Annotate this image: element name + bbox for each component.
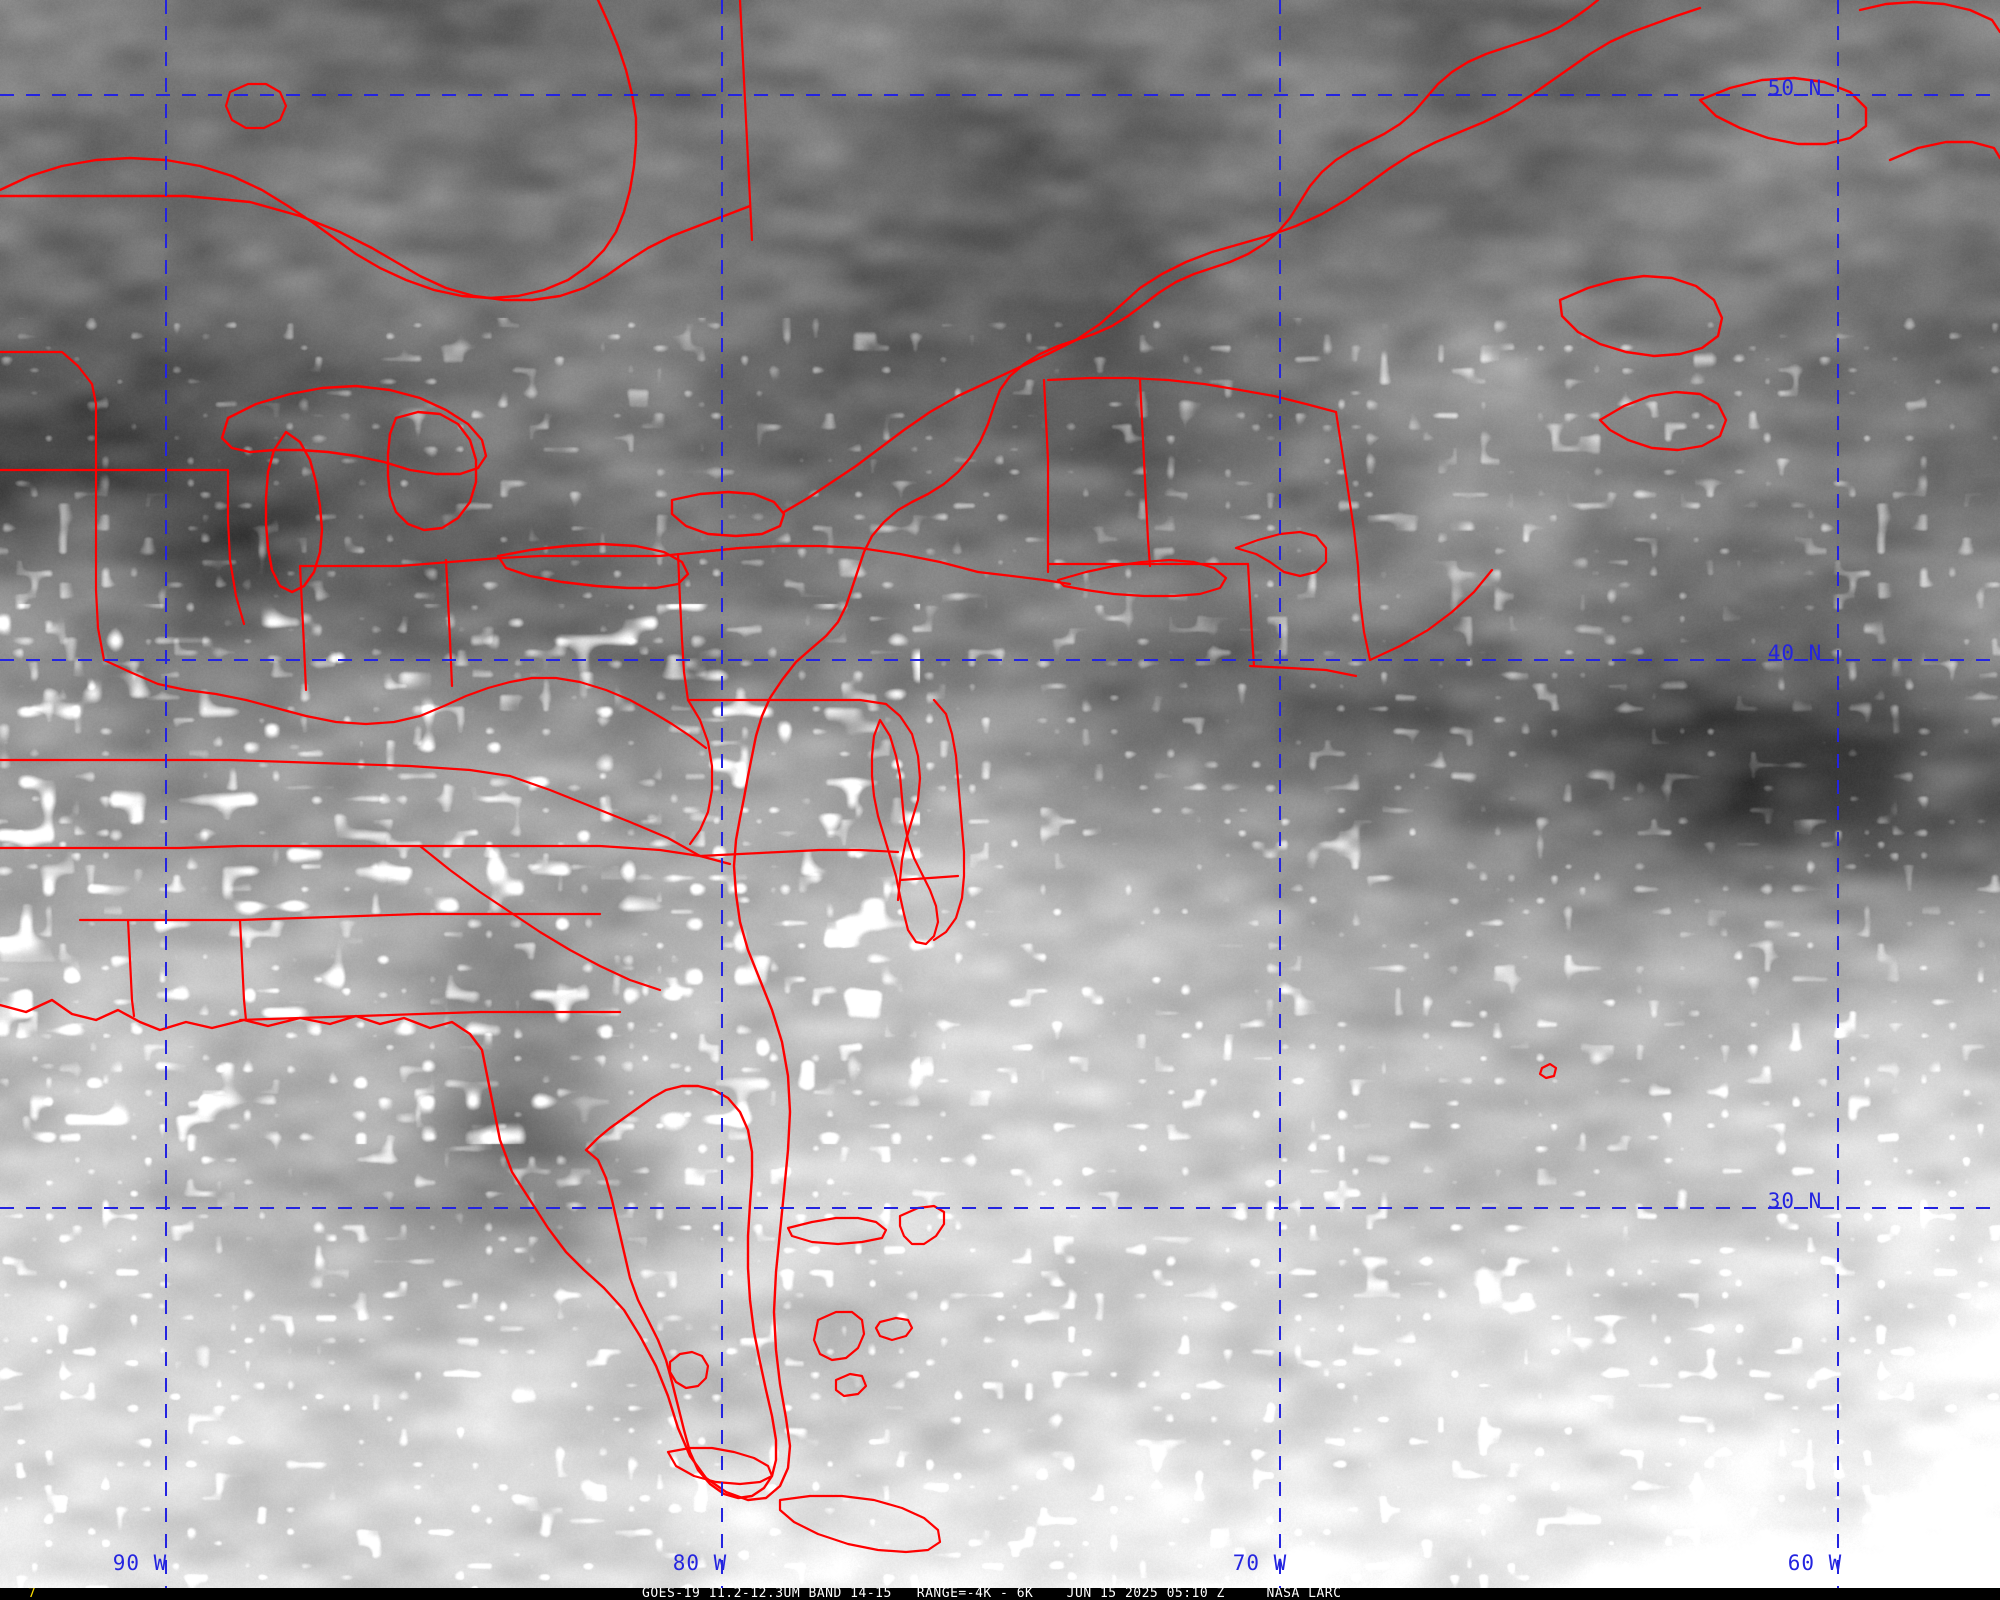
product-info-line: GOES-19 11.2-12.3UM BAND 14-15 RANGE=-4K… <box>642 1588 1342 1600</box>
frame-number: 7 <box>28 1588 37 1600</box>
status-bar: 7 GOES-19 11.2-12.3UM BAND 14-15 RANGE=-… <box>0 1588 2000 1600</box>
